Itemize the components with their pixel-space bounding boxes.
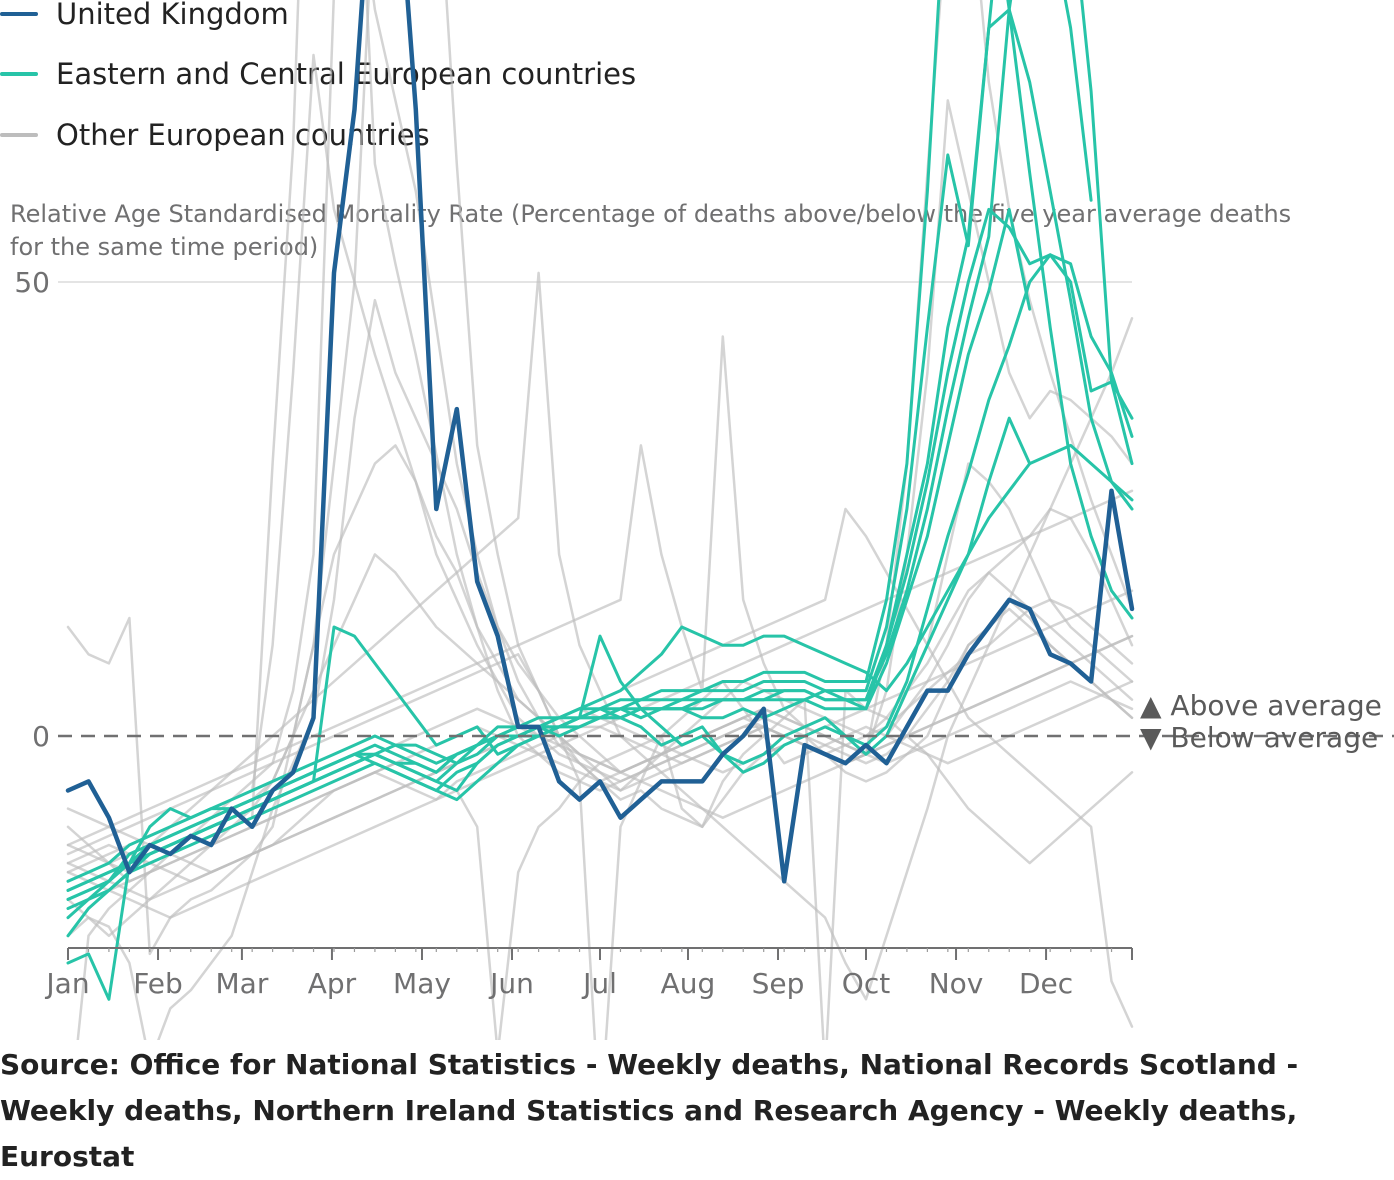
series-line-other-19[interactable] (66, 653, 1134, 1040)
legend-label: Other European countries (56, 118, 430, 152)
series-line-other-12[interactable] (66, 0, 1134, 874)
y-axis-ticks: 150100500-50 (14, 266, 50, 753)
eastern-series-group (66, 0, 1134, 1001)
legend-label: United Kingdom (56, 0, 289, 31)
series-line-eastern-8[interactable] (66, 253, 1134, 901)
series-line-other-14[interactable] (66, 0, 1134, 883)
x-tick-label: Dec (1019, 967, 1073, 1000)
series-line-other-13[interactable] (66, 0, 1134, 874)
x-tick-label: Jun (488, 967, 534, 1000)
series-line-eastern-3[interactable] (66, 0, 1134, 892)
legend-item-other[interactable]: Other European countries (0, 117, 430, 153)
x-tick-label: Oct (842, 967, 890, 1000)
x-tick-label: Apr (308, 967, 357, 1000)
legend-swatch-other (0, 133, 38, 137)
gridlines (58, 281, 1132, 283)
other-series-group (66, 0, 1134, 1040)
y-tick-label: 0 (32, 720, 50, 753)
x-tick-label: Aug (661, 967, 716, 1000)
series-line-eastern-5[interactable] (66, 207, 1032, 920)
x-axis: Jan Feb Mar Apr May Jun Jul Aug Sep Oct Nov Dec (44, 947, 1133, 1000)
y-axis-label: Relative Age Standardised Mortality Rate… (10, 200, 1292, 261)
source-note: Source: Office for National Statistics -… (0, 1048, 1299, 1173)
y-tick-label: 50 (14, 266, 50, 299)
above-average-annotation: ▲ Above average (1140, 689, 1382, 722)
series-line-uk-0[interactable] (65, 0, 1135, 884)
series-line-other-21[interactable] (66, 271, 1134, 1001)
series-line-eastern-9[interactable] (66, 443, 1134, 892)
legend-item-uk[interactable]: United Kingdom (0, 0, 289, 32)
series-line-other-24[interactable] (66, 634, 1134, 892)
legend-swatch-eastern (0, 72, 38, 76)
below-average-annotation: ▼ Below average (1140, 721, 1378, 754)
series-line-eastern-1[interactable] (66, 8, 1134, 1001)
x-tick-label: Sep (752, 967, 805, 1000)
legend-item-eastern[interactable]: Eastern and Central European countries (0, 56, 636, 92)
legend-label: Eastern and Central European countries (56, 57, 637, 91)
x-tick-label: Jan (44, 967, 89, 1000)
x-tick-label: Jul (581, 967, 617, 1000)
legend-swatch-uk (0, 12, 38, 16)
x-tick-label: Mar (216, 967, 269, 1000)
series-line-other-23[interactable] (66, 489, 1134, 919)
line-chart: 150100500-50 JanFebMarAprMayJunJulAugSep… (14, 0, 1394, 1040)
x-tick-label: Feb (133, 967, 183, 1000)
uk-series-group (65, 0, 1135, 884)
x-tick-label: Nov (929, 967, 984, 1000)
x-tick-label: May (393, 967, 451, 1000)
series-line-other-16[interactable] (66, 298, 1134, 1040)
series-line-other-20[interactable] (66, 335, 1134, 847)
